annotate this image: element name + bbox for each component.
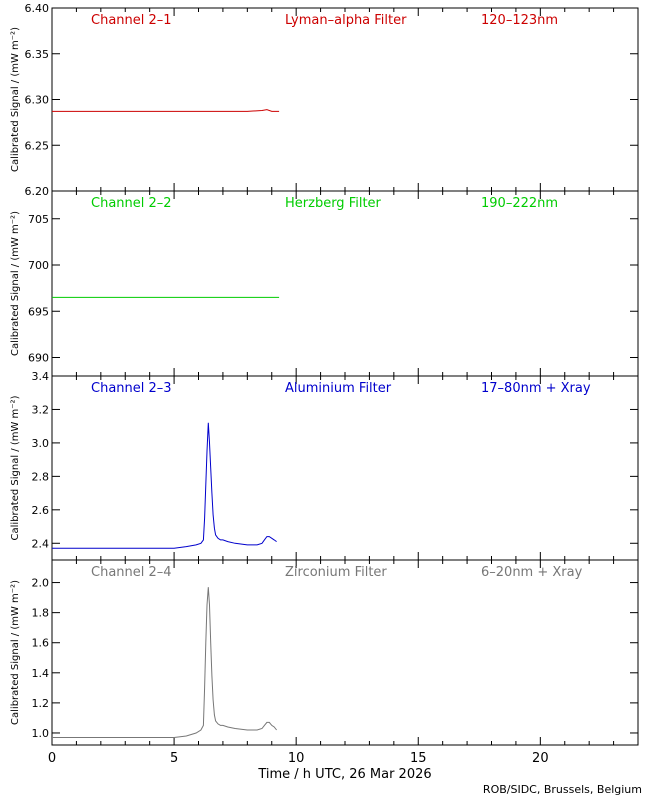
y-tick-label: 1.6 bbox=[32, 637, 50, 650]
channel-name: Channel 2–3 bbox=[91, 381, 172, 396]
panel-frame-1 bbox=[51, 7, 639, 192]
y-tick-label: 1.4 bbox=[32, 667, 50, 680]
y-tick-label: 3.4 bbox=[32, 370, 50, 383]
x-tick-label: 10 bbox=[288, 751, 305, 766]
y-tick-label: 1.2 bbox=[32, 697, 50, 710]
x-tick-label: 0 bbox=[48, 751, 56, 766]
panel-frame-3 bbox=[51, 375, 639, 561]
filter-name: Zirconium Filter bbox=[285, 565, 387, 580]
panel-frame-2 bbox=[51, 190, 639, 377]
channel-name: Channel 2–2 bbox=[91, 196, 172, 211]
y-tick-label: 2.8 bbox=[32, 470, 50, 483]
y-tick-label: 700 bbox=[28, 259, 49, 272]
channel-name: Channel 2–1 bbox=[91, 13, 172, 28]
y-axis-label: Calibrated Signal / (mW m⁻²) bbox=[10, 580, 21, 725]
y-tick-label: 6.35 bbox=[25, 48, 50, 61]
y-tick-label: 2.0 bbox=[32, 577, 50, 590]
filter-name: Lyman–alpha Filter bbox=[285, 13, 407, 28]
y-axis-label: Calibrated Signal / (mW m⁻²) bbox=[10, 211, 21, 356]
x-tick-label: 20 bbox=[532, 751, 549, 766]
y-tick-label: 3.0 bbox=[32, 437, 50, 450]
series-line-1 bbox=[52, 109, 280, 112]
x-tick-label: 15 bbox=[410, 751, 427, 766]
panel-frame-4 bbox=[51, 559, 639, 746]
y-tick-label: 1.0 bbox=[32, 727, 50, 740]
band-label: 190–222nm bbox=[481, 196, 558, 211]
y-tick-label: 6.20 bbox=[25, 185, 50, 198]
x-tick-label: 5 bbox=[170, 751, 178, 766]
y-tick-label: 695 bbox=[28, 305, 49, 318]
y-tick-label: 6.25 bbox=[25, 139, 50, 152]
y-tick-label: 2.4 bbox=[32, 537, 50, 550]
y-axis-label: Calibrated Signal / (mW m⁻²) bbox=[10, 395, 21, 540]
series-line-4 bbox=[52, 587, 277, 738]
y-tick-label: 6.40 bbox=[25, 2, 50, 15]
y-tick-label: 705 bbox=[28, 213, 49, 226]
y-tick-label: 690 bbox=[28, 352, 49, 365]
y-tick-label: 2.6 bbox=[32, 504, 50, 517]
y-axis-label: Calibrated Signal / (mW m⁻²) bbox=[10, 27, 21, 172]
x-axis-label: Time / h UTC, 26 Mar 2026 bbox=[257, 767, 431, 782]
y-tick-label: 6.30 bbox=[25, 94, 50, 107]
y-tick-label: 1.8 bbox=[32, 607, 50, 620]
filter-name: Aluminium Filter bbox=[285, 381, 392, 396]
credit-text: ROB/SIDC, Brussels, Belgium bbox=[483, 783, 642, 796]
series-line-3 bbox=[52, 422, 277, 549]
band-label: 120–123nm bbox=[481, 13, 558, 28]
band-label: 6–20nm + Xray bbox=[481, 565, 583, 580]
band-label: 17–80nm + Xray bbox=[481, 381, 591, 396]
filter-name: Herzberg Filter bbox=[285, 196, 382, 211]
y-tick-label: 3.2 bbox=[32, 403, 50, 416]
channel-name: Channel 2–4 bbox=[91, 565, 172, 580]
